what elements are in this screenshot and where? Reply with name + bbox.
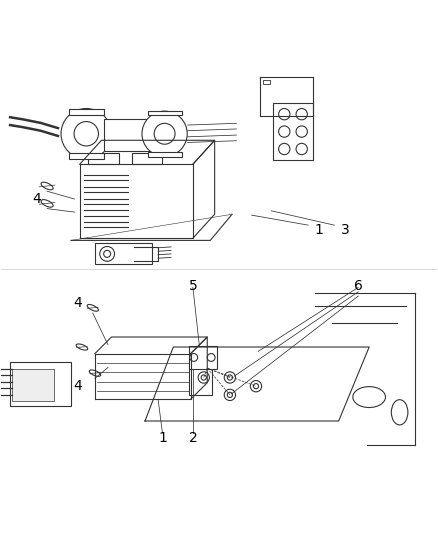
Circle shape [207,353,215,361]
Ellipse shape [41,182,53,190]
Bar [95,244,152,264]
Circle shape [224,372,236,383]
Circle shape [190,353,198,361]
Bar [273,103,313,160]
Text: 4: 4 [73,296,82,311]
Circle shape [142,111,187,156]
Circle shape [296,143,307,155]
Circle shape [296,109,307,120]
Bar [69,153,104,158]
Text: 4: 4 [32,192,41,206]
Bar [188,346,217,369]
Bar [148,111,182,116]
Ellipse shape [87,304,99,311]
Text: 1: 1 [158,431,167,446]
Bar [88,154,119,164]
Circle shape [100,246,115,261]
Circle shape [279,109,290,120]
Circle shape [201,375,206,380]
Bar [188,362,212,395]
Ellipse shape [76,344,88,350]
Ellipse shape [41,200,53,207]
Circle shape [198,372,209,383]
Text: 4: 4 [73,379,82,393]
Text: 6: 6 [354,279,363,293]
Ellipse shape [391,400,408,425]
Bar [148,152,182,157]
Circle shape [279,126,290,137]
Circle shape [251,381,261,392]
Circle shape [296,126,307,137]
Text: 2: 2 [188,431,197,446]
Bar [12,369,53,401]
Ellipse shape [89,370,101,376]
Circle shape [104,251,111,257]
Bar [10,362,71,406]
Bar [132,154,162,164]
Circle shape [279,143,290,155]
Circle shape [61,109,112,159]
Circle shape [154,123,175,144]
Text: 5: 5 [188,279,197,293]
Text: 3: 3 [341,222,350,237]
Circle shape [224,389,236,400]
Circle shape [74,122,99,146]
Ellipse shape [353,386,385,408]
Circle shape [227,375,233,380]
Bar [262,80,270,84]
Circle shape [253,384,258,389]
Bar [104,118,154,151]
Text: 1: 1 [314,222,324,237]
Bar [69,109,104,115]
Circle shape [227,392,233,398]
